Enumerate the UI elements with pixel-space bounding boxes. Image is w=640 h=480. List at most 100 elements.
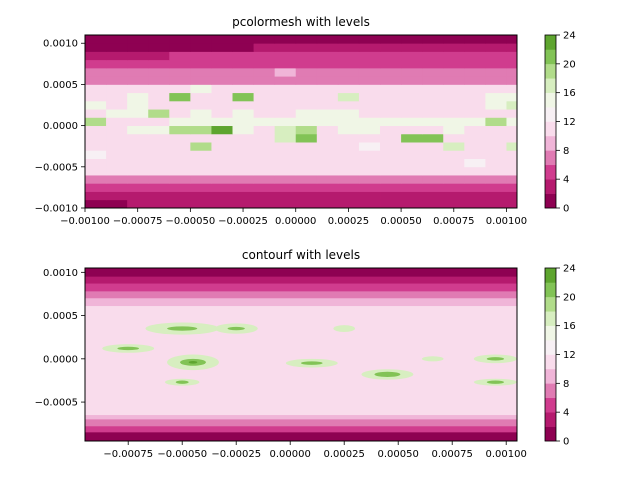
heatmap-cell [127,51,149,61]
heatmap-cell [253,92,276,102]
heatmap-cell [295,100,318,110]
heatmap-cell [401,84,423,94]
y-tick-label: −0.0005 [35,162,78,173]
heatmap-cell [401,158,423,168]
heatmap-cell [443,76,465,85]
heatmap-cell [232,67,254,77]
colorbar-tick-label: 16 [563,88,576,99]
heatmap-cell [443,199,465,208]
heatmap-cell [422,142,444,151]
heatmap-cell [380,133,402,143]
heatmap-cell [106,51,128,61]
heatmap-cell [485,150,507,159]
colorbar-segment [545,268,556,283]
x-axis: −0.00100 −0.00075 −0.00050 −0.00025 0.00000 0… [60,208,527,227]
x-tick-label: −0.00100 [60,216,110,227]
heatmap-cell [253,142,276,151]
heatmap-cell [148,166,170,176]
heatmap-cell [485,199,507,208]
heatmap-cell [274,199,297,208]
heatmap-cell [464,133,486,143]
heatmap-cell [85,100,107,110]
heatmap-cell [380,125,402,135]
pcolormesh-panel: pcolormesh with levels −0.00100 −0.00075−… [35,15,576,227]
heatmap-cell [232,84,254,94]
heatmap-cell [85,199,107,208]
heatmap-cell [148,183,170,192]
heatmap-cell [253,76,276,85]
colorbar-tick-label: 8 [563,379,569,390]
colorbar-tick-label: 20 [563,59,576,70]
colorbar-segment [545,121,556,137]
heatmap-cell [380,142,402,151]
heatmap-cell [464,100,486,110]
heatmap-cell [232,183,254,192]
heatmap-cell [106,199,128,208]
heatmap-cell [253,158,276,168]
heatmap-cell [253,150,276,159]
heatmap-cell [274,92,297,102]
heatmap-cell [506,125,517,135]
heatmap-cell [443,142,465,151]
heatmap-cell [253,199,276,208]
heatmap-cell [506,100,517,110]
heatmap-cell [85,109,107,118]
heatmap-cell [190,175,212,184]
x-tick-label: −0.00025 [211,449,261,460]
colorbar-tick-label: 0 [563,204,569,215]
heatmap-cell [169,92,191,102]
heatmap-cell [295,92,318,102]
x-tick-label: 0.00050 [380,216,421,227]
heatmap-cell [85,67,107,77]
heatmap-cell [506,59,517,69]
heatmap-cell [169,125,191,135]
heatmap-cell [127,125,149,135]
heatmap-cell [401,76,423,85]
heatmap-cell [443,133,465,143]
y-tick-label: −0.0005 [35,398,78,409]
colorbar-tick-label: 16 [563,321,576,332]
heatmap-cell [464,76,486,85]
heatmap-cell [190,84,212,94]
heatmap-cell [274,133,297,143]
contour-blob [188,360,198,364]
heatmap-cell [211,191,233,201]
heatmap-cell [295,175,318,184]
heatmap-cell [169,67,191,77]
heatmap-cell [232,117,254,127]
heatmap-cell [127,92,149,102]
heatmap-cell [253,117,276,127]
heatmap-cell [485,142,507,151]
heatmap-cell [211,117,233,127]
heatmap-cell [422,133,444,143]
heatmap-cell [148,84,170,94]
colorbar-tick-label: 24 [563,264,576,275]
heatmap-cell [401,109,423,118]
heatmap-cell [190,35,212,44]
contour-blob [486,357,505,361]
heatmap-cell [316,59,339,69]
heatmap-cell [506,109,517,118]
heatmap-cell [232,166,254,176]
colorbar-segment [545,296,556,312]
heatmap-cell [211,183,233,192]
heatmap-cell [148,191,170,201]
colorbar-segment [545,78,556,93]
heatmap-cell [169,199,191,208]
heatmap-cell [169,158,191,168]
heatmap-cell [232,199,254,208]
heatmap-cell [485,59,507,69]
heatmap-cell [380,59,402,69]
heatmap-cell [169,84,191,94]
contour-band [85,276,517,284]
heatmap-cell [380,43,402,52]
heatmap-cell [148,43,170,52]
heatmap-cell [169,117,191,127]
heatmap-cell [190,125,212,135]
heatmap-cell [211,100,233,110]
heatmap-cell [127,84,149,94]
heatmap-cell [485,117,507,127]
heatmap-cell [422,76,444,85]
heatmap-cell [190,142,212,151]
